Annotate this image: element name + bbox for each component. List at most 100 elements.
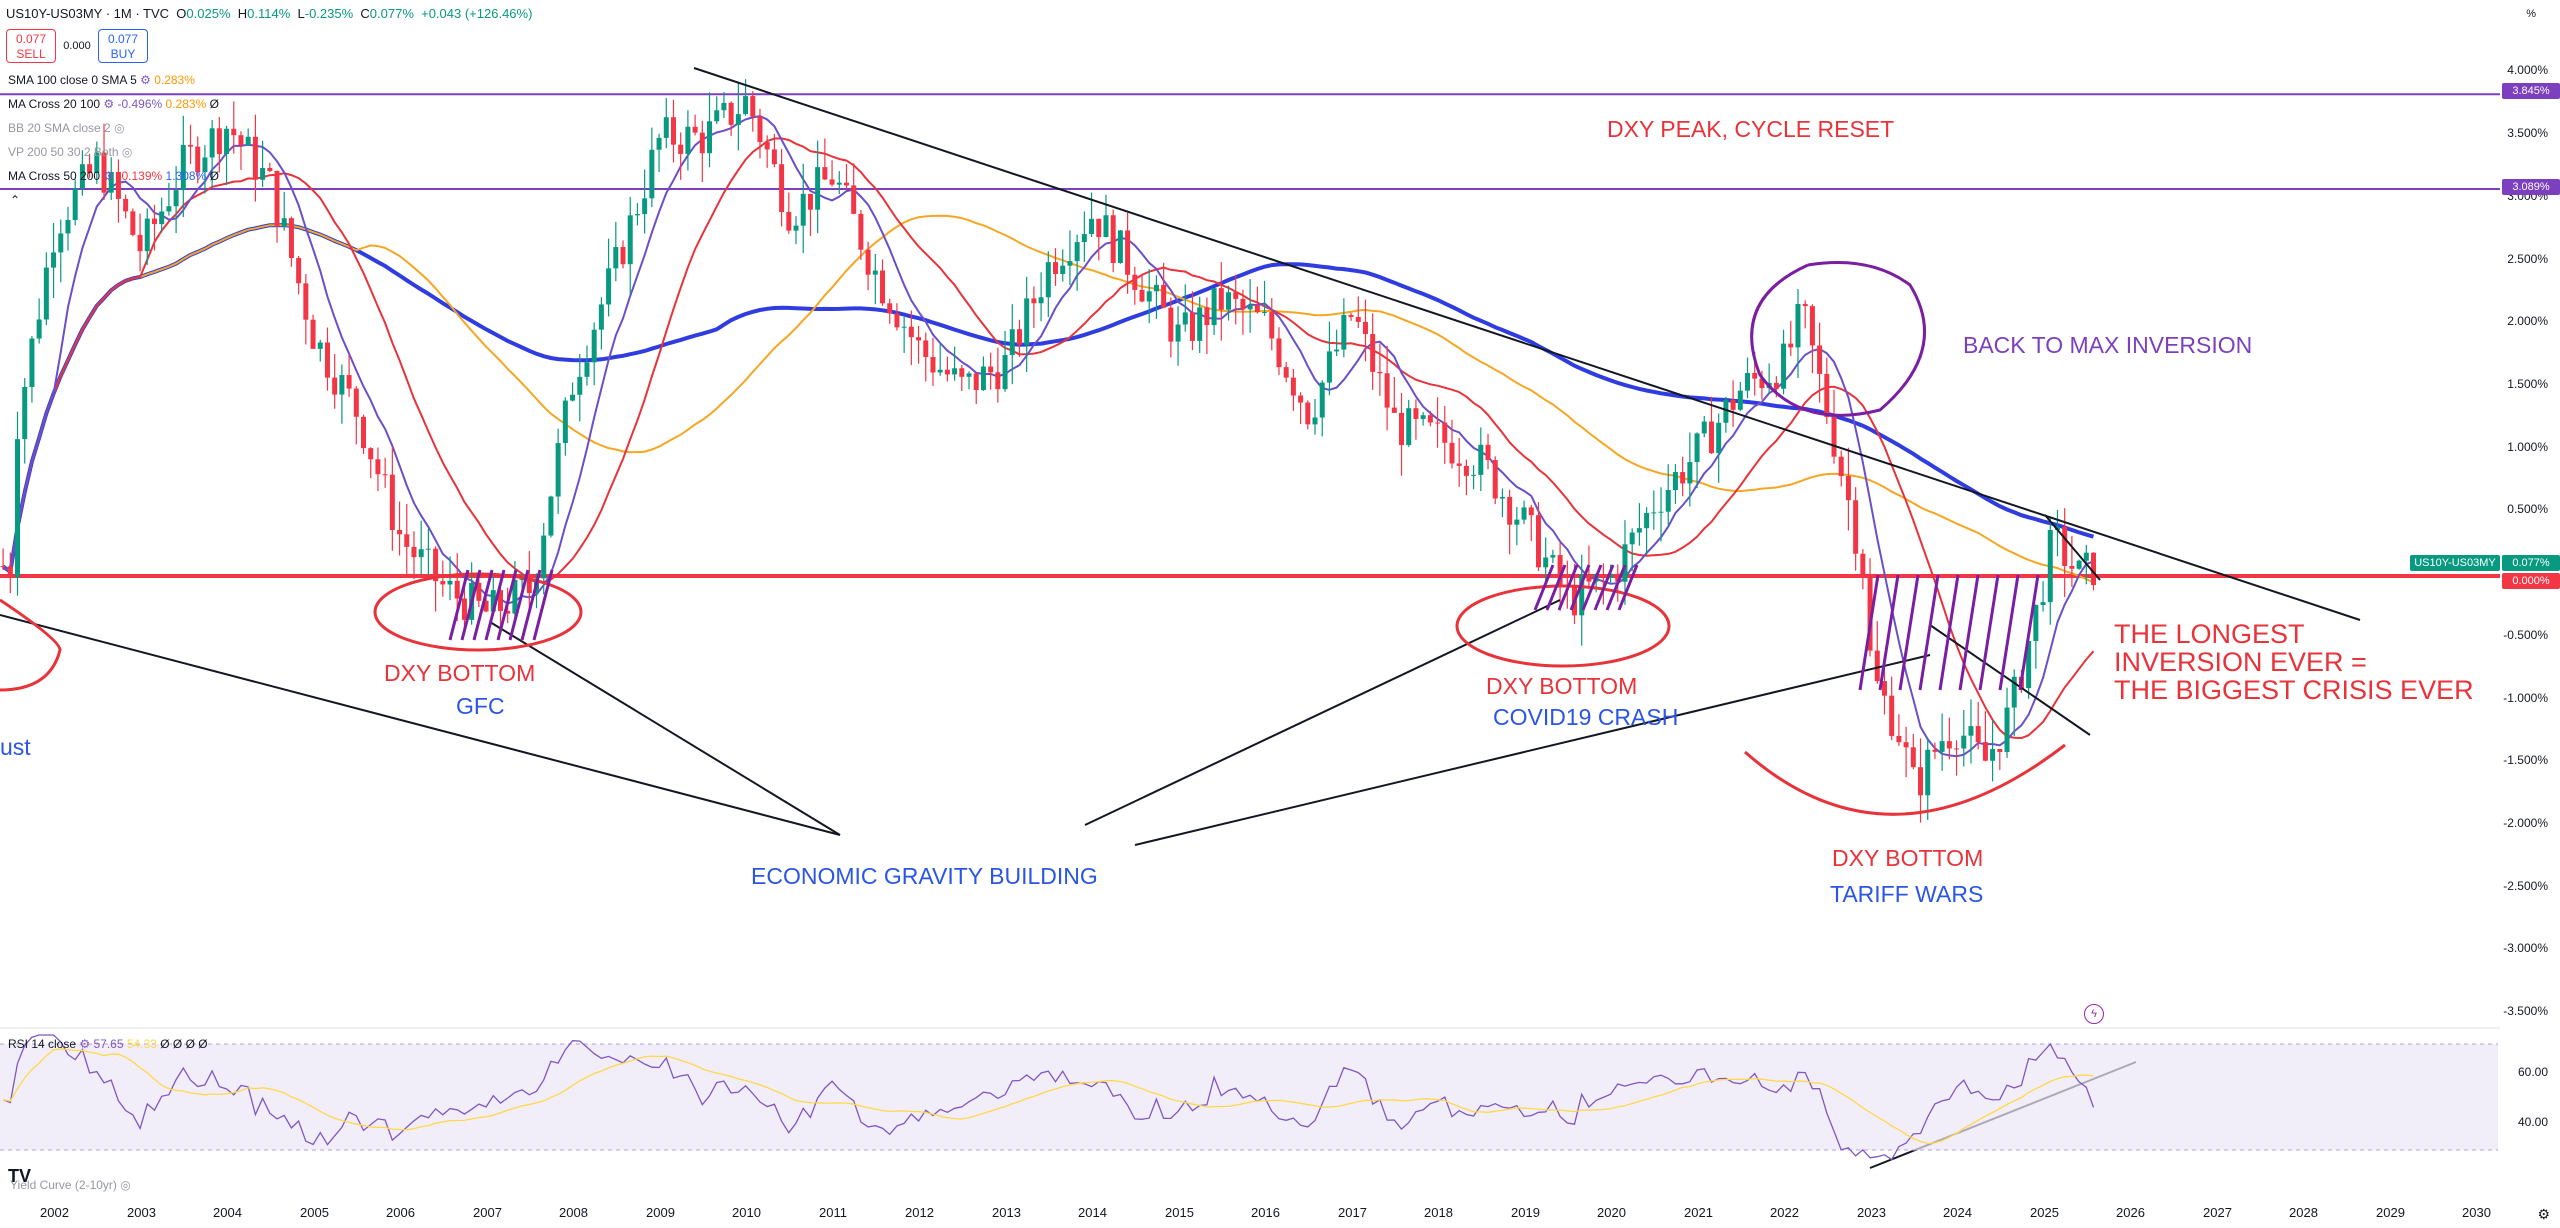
candle-body [649, 149, 655, 199]
settings-icon[interactable]: ⚙ [103, 97, 115, 111]
annotation-tariff-2[interactable]: TARIFF WARS [1830, 881, 1984, 907]
indicator-bb[interactable]: BB 20 SMA close 2 ◎ [8, 121, 125, 135]
hatch-stroke [2018, 574, 2040, 691]
indicator-sma100[interactable]: SMA 100 close 0 SMA 5 ⚙ 0.283% [8, 73, 195, 87]
annotation-gfc-1[interactable]: DXY BOTTOM [384, 660, 536, 686]
candle-body [173, 190, 179, 207]
candle-body [1723, 399, 1729, 423]
candle-body [252, 136, 258, 180]
annotation-longest-3[interactable]: THE BIGGEST CRISIS EVER [2114, 675, 2474, 705]
hatch-stroke [532, 569, 554, 641]
candle-body [570, 394, 576, 401]
y-tick: 2.000% [2507, 314, 2548, 328]
candle-body [180, 144, 186, 191]
ohlc-change: +0.043 (+126.46%) [421, 6, 533, 21]
lightning-icon[interactable]: ϟ [2084, 1004, 2104, 1024]
candle-body [1146, 291, 1152, 302]
x-tick: 2023 [1857, 1205, 1886, 1220]
annotation-left-cut[interactable]: ust [0, 734, 31, 760]
candle-body [786, 211, 792, 231]
candle-body [1420, 415, 1426, 419]
candle-body [807, 193, 813, 210]
eye-off-icon[interactable]: ◎ [114, 121, 125, 135]
candle-body [1831, 417, 1837, 457]
candle-body [988, 366, 994, 373]
candle-body [1600, 574, 1606, 578]
hatch-stroke [1878, 574, 1900, 691]
candle-body [375, 459, 381, 475]
candle-body [1809, 306, 1815, 346]
indicator-extra: Ø [209, 169, 219, 183]
candle-body [1139, 289, 1145, 302]
annotation-gfc-2[interactable]: GFC [456, 693, 505, 719]
x-tick: 2011 [819, 1205, 847, 1220]
y-tick: -1.500% [2503, 753, 2548, 767]
buy-button[interactable]: 0.077 BUY [98, 29, 148, 63]
price-axis[interactable]: 4.000% 3.500% 3.000% 2.500% 2.000% 1.500… [2410, 0, 2560, 1228]
settings-icon[interactable]: ⚙ [140, 73, 151, 87]
rsi-legend[interactable]: RSI 14 close ⚙ 57.65 54.33 Ø Ø Ø Ø [8, 1037, 208, 1051]
y-tick: 1.500% [2507, 377, 2548, 391]
eye-off-icon[interactable]: ◎ [121, 145, 133, 159]
settings-icon[interactable]: ⚙ [79, 1037, 91, 1051]
indicator-name: SMA 100 close 0 SMA 5 [8, 73, 137, 87]
annotation-covid-1[interactable]: DXY BOTTOM [1486, 673, 1638, 699]
rsi-band [0, 1044, 2498, 1150]
candle-body [930, 357, 936, 373]
percent-toggle[interactable]: % [2526, 8, 2536, 20]
x-tick: 2016 [1251, 1205, 1280, 1220]
yield-curve-legend[interactable]: Yield Curve (2-10yr) ◎ [10, 1178, 131, 1192]
annotation-longest-2[interactable]: INVERSION EVER = [2114, 647, 2367, 677]
candle-body [361, 416, 367, 449]
settings-icon[interactable]: ⚙ [103, 169, 115, 183]
candle-body [454, 580, 460, 599]
candle-body [663, 117, 669, 138]
candle-body [1874, 650, 1880, 682]
annotation-back-to-max[interactable]: BACK TO MAX INVERSION [1963, 332, 2253, 358]
candle-body [901, 326, 907, 328]
candle-body [606, 268, 612, 305]
candle-body [1096, 218, 1102, 238]
candle-body [793, 225, 799, 231]
candle-body [541, 535, 547, 579]
candle-body [267, 168, 273, 171]
candle-body [1528, 507, 1534, 516]
annotation-longest-1[interactable]: THE LONGEST [2114, 619, 2305, 649]
candle-body [490, 590, 496, 612]
candle-body [1161, 284, 1167, 308]
annotation-tariff-1[interactable]: DXY BOTTOM [1832, 845, 1984, 871]
eye-off-icon[interactable]: ◎ [120, 1178, 131, 1192]
indicator-vp[interactable]: VP 200 50 30 2 Both ◎ [8, 145, 132, 159]
candle-body [1939, 741, 1945, 752]
settings-gear-icon[interactable]: ⚙ [2537, 1206, 2550, 1222]
collapse-legend-icon[interactable]: ⌃ [10, 193, 21, 207]
candle-body [1226, 292, 1232, 310]
annotation-covid-2[interactable]: COVID19 CRASH [1493, 704, 1679, 730]
candle-body [1802, 303, 1808, 307]
rsi-name: RSI 14 close [8, 1037, 77, 1051]
candle-body [764, 142, 770, 150]
rsi-tick: 40.00 [2517, 1115, 2548, 1129]
candle-body [1737, 390, 1743, 410]
candle-body [1514, 519, 1520, 525]
candle-body [714, 110, 720, 122]
x-tick: 2029 [2376, 1205, 2405, 1220]
indicator-macross-50-200[interactable]: MA Cross 50 200 ⚙ -0.139% 1.308% Ø [8, 169, 219, 183]
candle-body [750, 96, 756, 117]
candle-body [166, 206, 172, 212]
symbol-legend[interactable]: US10Y-US03MY · 1M · TVC O0.025% H0.114% … [6, 6, 532, 21]
hatch-stroke [1593, 564, 1615, 611]
indicator-value-2: 1.308% [165, 169, 207, 183]
ohlc-h-label: H [237, 6, 248, 21]
x-tick: 2028 [2289, 1205, 2318, 1220]
indicator-macross-20-100[interactable]: MA Cross 20 100 ⚙ -0.496% 0.283% Ø [8, 97, 219, 111]
sell-button[interactable]: 0.077 SELL [6, 29, 56, 63]
rsi-pane [0, 1027, 2500, 1161]
annotation-dxy-peak[interactable]: DXY PEAK, CYCLE RESET [1607, 116, 1895, 142]
symbol-name[interactable]: US10Y-US03MY · 1M · TVC [6, 6, 170, 21]
annotation-gravity[interactable]: ECONOMIC GRAVITY BUILDING [751, 863, 1098, 889]
candle-body [36, 319, 42, 339]
candle-body [2083, 552, 2089, 561]
hatch-stroke [1533, 564, 1555, 611]
